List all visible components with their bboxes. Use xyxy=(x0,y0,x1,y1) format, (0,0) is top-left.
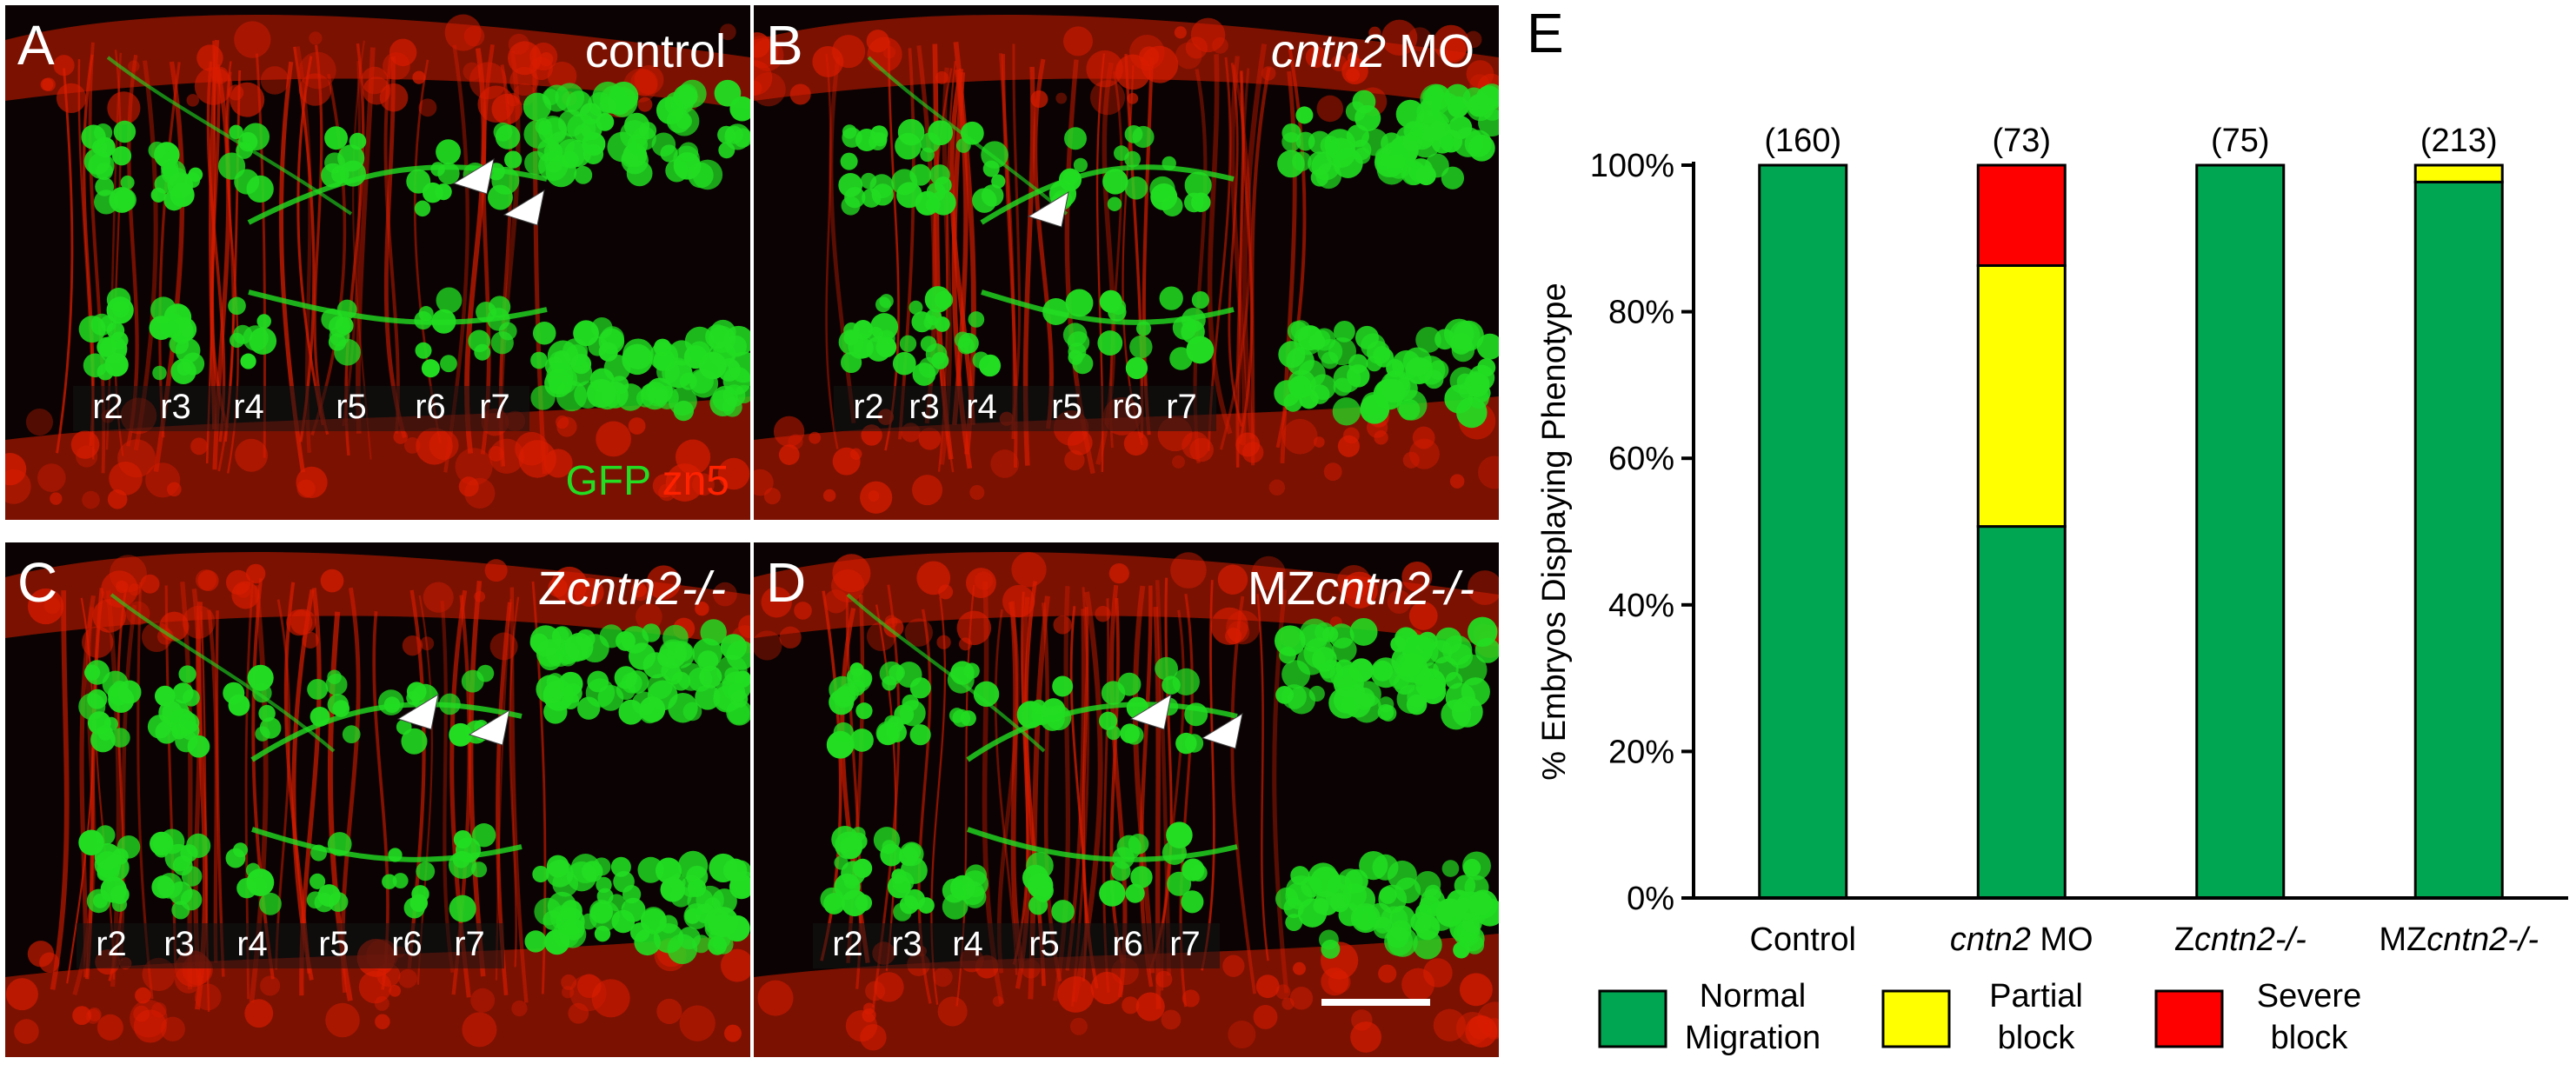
arrowhead-marker xyxy=(1201,712,1243,749)
rhombomere-label-r5: r5 xyxy=(1051,388,1082,426)
rhombomere-label-r4: r4 xyxy=(966,388,997,426)
rhombomere-label-r4: r4 xyxy=(952,925,983,963)
micrograph-panel-d: D MZcntn2-/- r2 r3 r4 r5 r6 r7 xyxy=(754,542,1499,1057)
fluorescence-tissue xyxy=(754,15,1499,520)
arrowhead-marker xyxy=(1129,693,1172,730)
rhombomere-label-r7: r7 xyxy=(454,925,485,963)
rhombomere-label-r5: r5 xyxy=(336,388,367,426)
rhombomere-label-r4: r4 xyxy=(233,388,264,426)
arrowhead-marker xyxy=(1027,190,1069,228)
y-tick-label: 20% xyxy=(1608,734,1674,770)
scale-bar xyxy=(1321,999,1430,1006)
bar-count-label: (213) xyxy=(2420,123,2498,159)
bar-segment xyxy=(1976,163,2067,267)
x-tick-label: cntn2 MO xyxy=(1950,921,2093,958)
rhombomere-label-r6: r6 xyxy=(1112,925,1143,963)
stacked-bar-chart: E 0% 20% 40% 60% 80% 100% % Embryos Displaying … xyxy=(1527,2,2568,1056)
bar-count-label: (75) xyxy=(2211,123,2270,159)
rhombomere-label-r2: r2 xyxy=(853,388,884,426)
bar-count-label: (73) xyxy=(1992,123,2051,159)
fluorescence-tissue xyxy=(5,14,750,520)
panel-letter: C xyxy=(17,551,58,614)
panel-letter: D xyxy=(766,551,807,614)
bar-segment xyxy=(2413,180,2504,900)
legend-label: Normal Migration xyxy=(1685,978,1821,1056)
rhombomere-label-r7: r7 xyxy=(1166,388,1197,426)
legend-swatch xyxy=(1598,989,1667,1048)
arrowhead-marker xyxy=(396,693,439,730)
legend-label: Severe block xyxy=(2257,978,2361,1056)
chart-panel-e: E 0% 20% 40% 60% 80% 100% % Embryos Displaying … xyxy=(1513,0,2576,1067)
stain-legend-zn5: zn5 xyxy=(662,458,729,504)
rhombomere-label-r3: r3 xyxy=(909,388,940,426)
bar-segment xyxy=(1976,263,2067,529)
arrowhead-marker xyxy=(503,189,545,226)
legend-swatch xyxy=(1881,989,1951,1048)
rhombomere-label-r6: r6 xyxy=(415,388,446,426)
rhombomere-label-r5: r5 xyxy=(318,925,349,963)
bar-segment xyxy=(1976,525,2067,900)
arrowhead-marker xyxy=(468,708,510,746)
rhombomere-label-r5: r5 xyxy=(1028,925,1060,963)
panel-title: cntn2 MO xyxy=(1270,25,1474,77)
arrowhead-marker xyxy=(452,157,495,195)
rhombomere-label-r4: r4 xyxy=(236,925,268,963)
panel-letter-e: E xyxy=(1527,2,1564,64)
rhombomere-label-strip xyxy=(77,923,504,968)
rhombomere-label-r6: r6 xyxy=(1112,388,1143,426)
stain-legend: GFP zn5 xyxy=(565,461,729,502)
rhombomere-label-r7: r7 xyxy=(479,388,510,426)
rhombomere-label-r2: r2 xyxy=(96,925,127,963)
bar-segment xyxy=(2413,163,2504,183)
y-tick-label: 60% xyxy=(1608,441,1674,477)
rhombomere-label-r3: r3 xyxy=(160,388,191,426)
bar-segment xyxy=(2195,163,2286,900)
legend-swatch xyxy=(2154,989,2224,1048)
y-tick-label: 40% xyxy=(1608,588,1674,624)
panel-title: Zcntn2-/- xyxy=(537,562,726,615)
bar-count-label: (160) xyxy=(1764,123,1841,159)
legend-label: Partial block xyxy=(1989,978,2083,1056)
micrograph-panel-c: C Zcntn2-/- r2 r3 r4 r5 r6 r7 xyxy=(5,542,750,1057)
rhombomere-label-r3: r3 xyxy=(163,925,195,963)
stain-legend-gfp: GFP xyxy=(565,458,651,504)
panel-title: control xyxy=(584,25,726,77)
rhombomere-label-strip xyxy=(813,923,1220,968)
x-tick-label: Control xyxy=(1750,921,1857,958)
rhombomere-label-r2: r2 xyxy=(832,925,863,963)
y-tick-label: 100% xyxy=(1590,148,1674,184)
panel-letter: A xyxy=(17,14,55,76)
x-tick-label: Zcntn2-/- xyxy=(2174,921,2306,958)
y-tick-label: 80% xyxy=(1608,295,1674,331)
fluorescence-tissue xyxy=(5,552,750,1057)
rhombomere-label-r6: r6 xyxy=(391,925,423,963)
panel-title: MZcntn2-/- xyxy=(1247,562,1474,615)
rhombomere-label-strip xyxy=(73,386,529,431)
rhombomere-label-r2: r2 xyxy=(92,388,123,426)
panel-letter: B xyxy=(766,14,803,76)
rhombomere-label-r3: r3 xyxy=(891,925,922,963)
x-tick-label: MZcntn2-/- xyxy=(2379,921,2539,958)
rhombomere-label-strip xyxy=(834,386,1216,431)
y-tick-label: 0% xyxy=(1627,881,1674,917)
fluorescence-tissue xyxy=(754,552,1499,1057)
rhombomere-label-r7: r7 xyxy=(1169,925,1201,963)
bar-segment xyxy=(1758,163,1848,900)
y-axis-label: % Embryos Displaying Phenotype xyxy=(1536,283,1573,780)
